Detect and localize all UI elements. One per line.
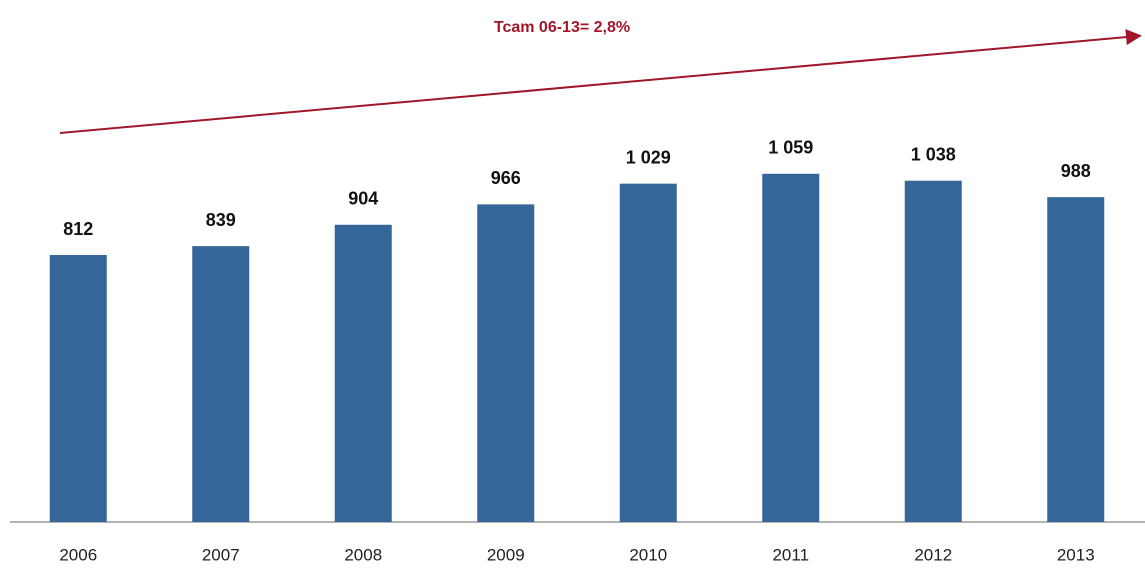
value-label: 904 <box>348 189 378 209</box>
x-tick-label: 2006 <box>59 545 97 564</box>
x-tick-label: 2011 <box>772 545 809 564</box>
bar <box>619 183 677 522</box>
bar <box>904 180 962 522</box>
value-label: 812 <box>63 219 93 239</box>
bar <box>49 255 107 522</box>
value-label: 966 <box>491 168 521 188</box>
trend-arrow <box>59 29 1142 134</box>
value-label: 839 <box>206 210 236 230</box>
x-tick-label: 2009 <box>487 545 525 564</box>
annotation: Tcam 06-13= 2,8% <box>494 19 630 36</box>
bar <box>192 246 250 523</box>
x-tick-label: 2007 <box>202 545 240 564</box>
bar <box>477 204 535 522</box>
value-label: 1 059 <box>768 138 813 158</box>
value-label: 1 038 <box>911 144 956 164</box>
bar <box>762 173 820 523</box>
x-tick-label: 2012 <box>914 545 952 564</box>
value-label: 1 029 <box>626 147 671 167</box>
bar <box>1047 197 1105 522</box>
bar <box>334 224 392 522</box>
x-tick-label: 2013 <box>1057 545 1095 564</box>
x-tick-label: 2010 <box>629 545 667 564</box>
value-label: 988 <box>1061 161 1091 181</box>
x-tick-label: 2008 <box>344 545 382 564</box>
